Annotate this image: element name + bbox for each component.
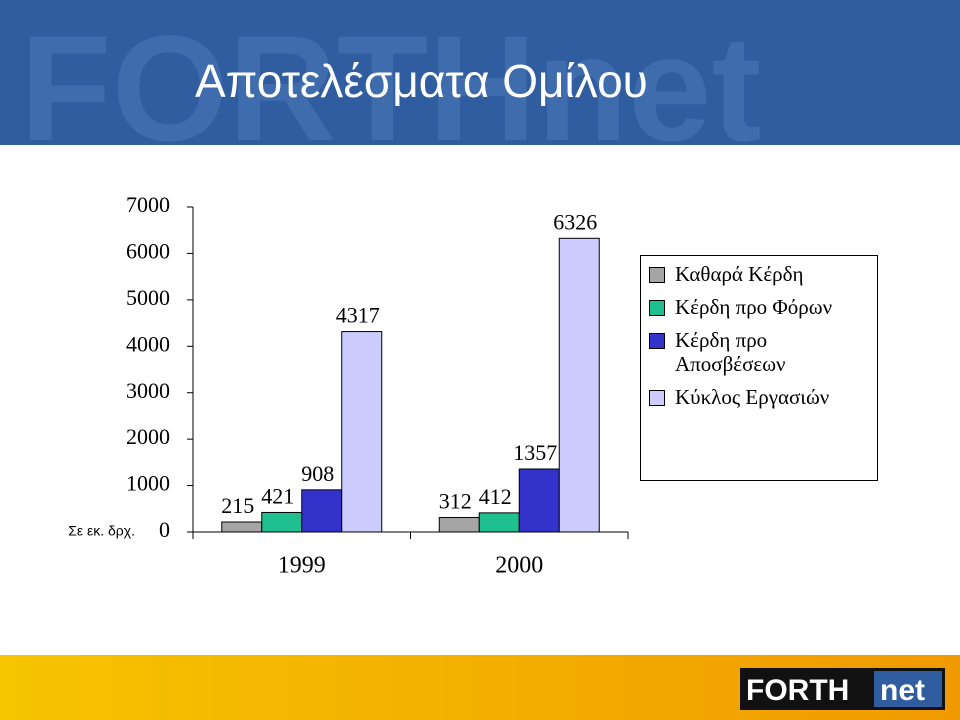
data-label: 412 (479, 484, 512, 509)
data-label: 4317 (336, 303, 380, 328)
y-tick-label: 3000 (126, 378, 170, 403)
title-bar (0, 0, 960, 145)
bar (438, 517, 480, 533)
bar (518, 468, 560, 533)
legend-label: Καθαρά Κέρδη (675, 262, 804, 286)
bar (221, 521, 263, 533)
x-tick-label: 1999 (278, 553, 326, 579)
y-tick-label: 7000 (126, 192, 170, 217)
bar (301, 489, 343, 533)
unit-label: Σε εκ. δρχ. (68, 523, 135, 539)
bar (558, 237, 600, 533)
data-label: 215 (221, 493, 254, 518)
legend-swatch (649, 333, 665, 349)
legend-label: Κύκλος Εργασιών (675, 385, 830, 409)
y-tick-label: 0 (159, 517, 170, 542)
data-label: 312 (439, 489, 472, 514)
bar (478, 512, 520, 533)
legend-swatch (649, 300, 665, 316)
data-label: 908 (301, 461, 334, 486)
legend-label: Κέρδη προ Αποσβέσεων (675, 328, 786, 376)
legend-item: Κέρδη προ Αποσβέσεων (649, 328, 869, 376)
y-tick-label: 5000 (126, 285, 170, 310)
data-label: 6326 (553, 209, 597, 234)
legend-item: Καθαρά Κέρδη (649, 262, 869, 286)
logo-text: net (880, 674, 925, 707)
logo-text: FORTH (746, 674, 849, 707)
legend-item: Κέρδη προ Φόρων (649, 295, 869, 319)
y-tick-label: 6000 (126, 238, 170, 263)
legend-label: Κέρδη προ Φόρων (675, 295, 833, 319)
x-tick-label: 2000 (495, 553, 543, 579)
slide-title: Αποτελέσματα Ομίλου (195, 55, 648, 107)
y-tick-label: 4000 (126, 331, 170, 356)
logo-net-box (874, 671, 942, 707)
bar (261, 511, 303, 533)
data-label: 421 (261, 484, 294, 509)
bar (341, 331, 383, 533)
y-tick-label: 1000 (126, 471, 170, 496)
legend-swatch (649, 390, 665, 406)
data-label: 1357 (513, 440, 557, 465)
legend: Καθαρά Κέρδη Κέρδη προ Φόρων Κέρδη προ Απο… (640, 255, 878, 481)
y-tick-label: 2000 (126, 424, 170, 449)
watermark: FORTHnet (20, 4, 762, 172)
legend-item: Κύκλος Εργασιών (649, 385, 869, 409)
legend-swatch (649, 267, 665, 283)
